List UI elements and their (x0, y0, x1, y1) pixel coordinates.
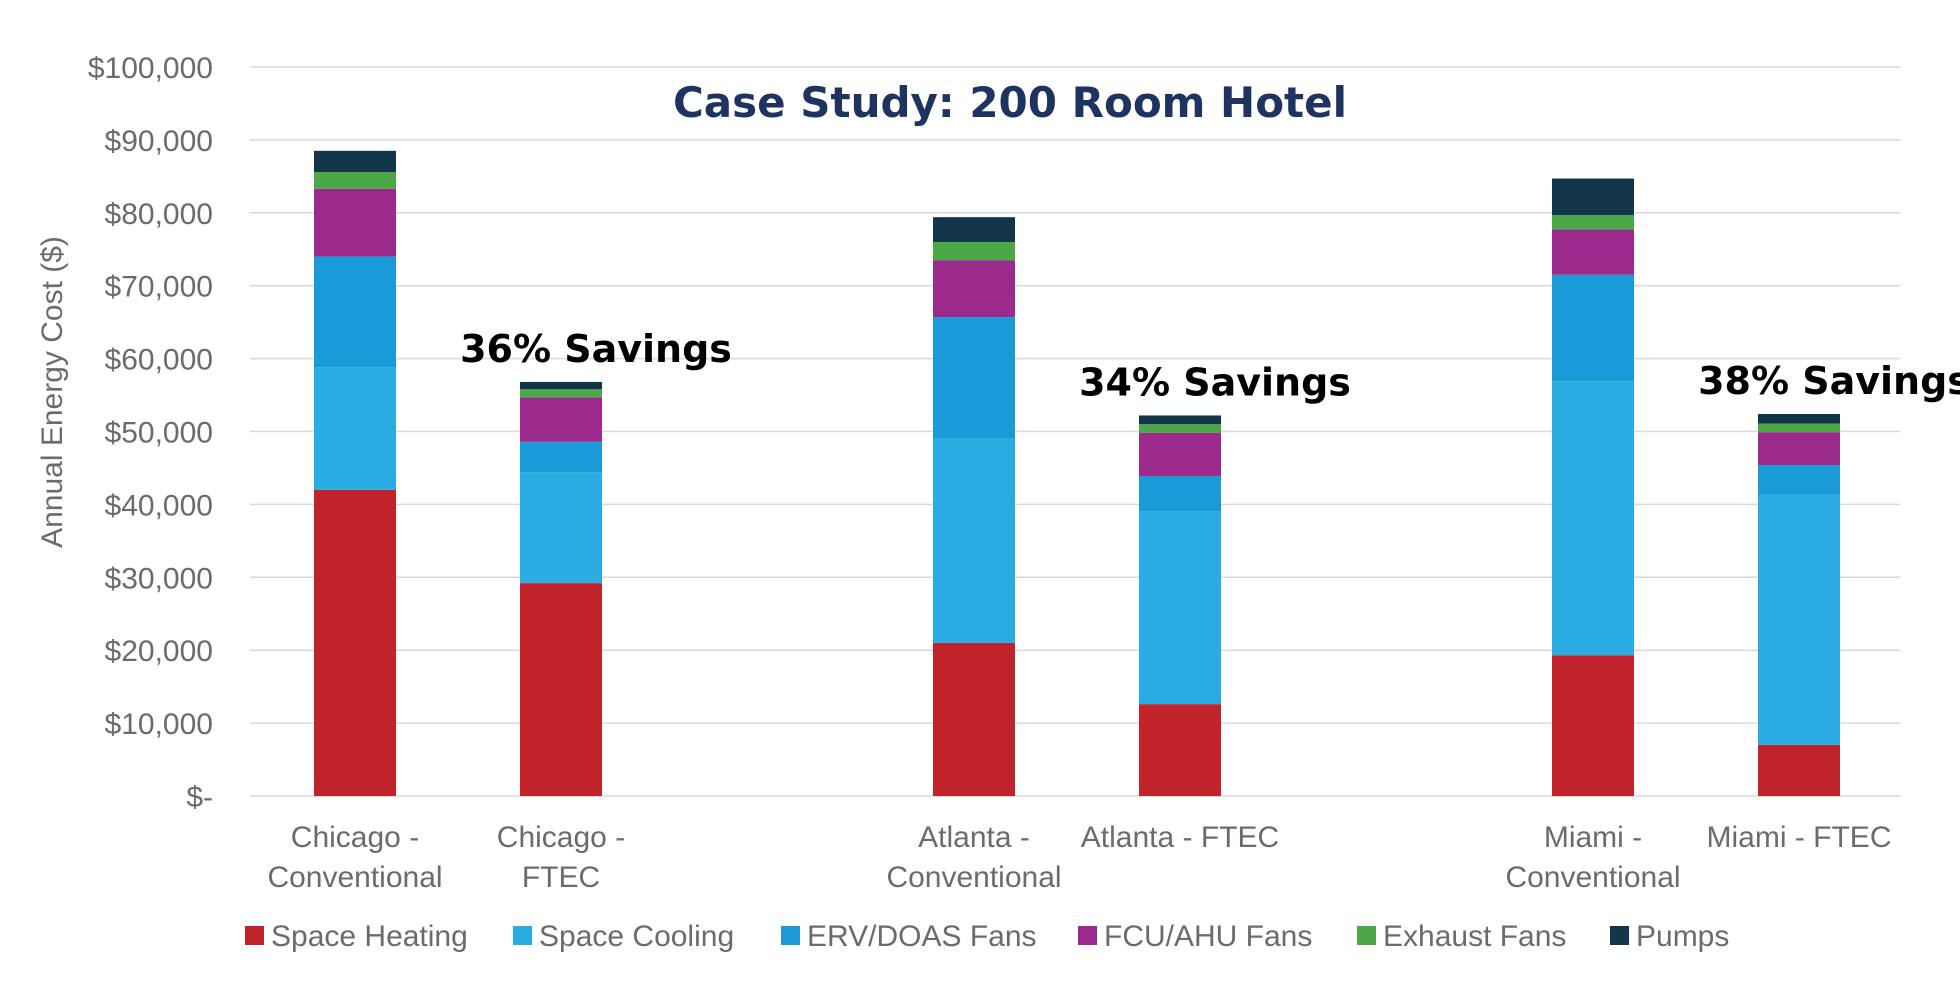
bar-segment-pumps (1552, 178, 1634, 215)
y-tick-label: $70,000 (105, 271, 213, 304)
bar-segment-fcu-ahu-fans (1139, 432, 1221, 476)
savings-annotation: 38% Savings (1698, 359, 1960, 403)
bar-stack (1552, 178, 1634, 796)
bar-segment-pumps (1758, 414, 1840, 424)
bar-segment-space-cooling (314, 367, 396, 490)
bar-segment-erv-doas-fans (933, 317, 1015, 439)
gridlines (250, 66, 1900, 797)
legend-swatch (781, 926, 800, 945)
bar-stack (520, 381, 602, 796)
bar-segment-erv-doas-fans (1552, 274, 1634, 382)
bar-segment-exhaust-fans (520, 389, 602, 398)
y-axis-label: Annual Energy Cost ($) (36, 236, 69, 548)
bar-segment-fcu-ahu-fans (314, 188, 396, 257)
chart-title: Case Study: 200 Room Hotel (673, 78, 1347, 127)
y-tick-label: $50,000 (105, 417, 213, 450)
bar-segment-pumps (1139, 415, 1221, 425)
savings-annotation: 36% Savings (460, 327, 732, 371)
x-category-line: Conventional (267, 861, 442, 894)
bar-segment-erv-doas-fans (1139, 475, 1221, 512)
bar-segment-pumps (520, 381, 602, 390)
bar-segment-space-cooling (933, 438, 1015, 643)
legend-swatch (1357, 926, 1376, 945)
bar-segment-space-heating (1552, 655, 1634, 796)
bar-segment-fcu-ahu-fans (1758, 432, 1840, 466)
bar-segment-erv-doas-fans (1758, 465, 1840, 495)
y-tick-label: $60,000 (105, 344, 213, 377)
y-tick-label: $20,000 (105, 635, 213, 668)
bar-stack (933, 217, 1015, 796)
y-tick-label: $80,000 (105, 198, 213, 231)
bar-segment-space-heating (933, 642, 1015, 796)
x-category-label: Chicago - FTEC (497, 821, 625, 894)
bar-segment-pumps (933, 217, 1015, 242)
x-category-label: Miami - Conventional (1505, 821, 1680, 894)
bar-segment-space-cooling (520, 472, 602, 584)
bar-segment-space-heating (520, 583, 602, 796)
bar-segment-exhaust-fans (1758, 423, 1840, 433)
x-category-line: Conventional (886, 861, 1061, 894)
bar-segment-erv-doas-fans (520, 441, 602, 473)
legend-item: ERV/DOAS Fans (781, 920, 1037, 953)
bar-segment-space-cooling (1758, 494, 1840, 745)
x-category-line: FTEC (522, 861, 600, 894)
bar-segment-exhaust-fans (933, 241, 1015, 261)
legend-label: Space Cooling (539, 920, 734, 953)
bars (314, 150, 1840, 796)
legend-item: Exhaust Fans (1357, 920, 1566, 953)
x-category-line: Conventional (1505, 861, 1680, 894)
bar-segment-erv-doas-fans (314, 256, 396, 368)
bar-segment-fcu-ahu-fans (520, 397, 602, 442)
savings-annotations: 36% Savings 34% Savings 38% Savings (460, 327, 1960, 405)
legend-item: Space Heating (245, 920, 468, 953)
bar-segment-fcu-ahu-fans (933, 260, 1015, 318)
x-category-label: Chicago - Conventional (267, 821, 442, 894)
legend-swatch (245, 926, 264, 945)
x-axis-categories: Chicago - Conventional Chicago - FTEC Atlant… (267, 821, 1891, 894)
bar-stack (314, 150, 396, 796)
legend-item: FCU/AHU Fans (1078, 920, 1312, 953)
legend-item: Space Cooling (513, 920, 734, 953)
x-category-line: Miami - FTEC (1707, 821, 1892, 854)
legend-label: Exhaust Fans (1383, 920, 1566, 953)
x-category-line: Atlanta - FTEC (1081, 821, 1279, 854)
y-tick-label: $40,000 (105, 489, 213, 522)
y-tick-label: $100,000 (88, 52, 213, 85)
y-tick-label: $30,000 (105, 562, 213, 595)
y-tick-label: $10,000 (105, 708, 213, 741)
legend-swatch (513, 926, 532, 945)
x-category-line: Chicago - (497, 821, 625, 854)
y-tick-label: $90,000 (105, 125, 213, 158)
x-category-label: Atlanta - Conventional (886, 821, 1061, 894)
legend-label: FCU/AHU Fans (1104, 920, 1312, 953)
bar-stack (1758, 414, 1840, 796)
legend-swatch (1610, 926, 1629, 945)
legend-item: Pumps (1610, 920, 1729, 953)
savings-annotation: 34% Savings (1079, 360, 1351, 404)
legend-label: ERV/DOAS Fans (807, 920, 1037, 953)
y-axis-ticks: $- $10,000 $20,000 $30,000 $40,000 $50,000 $60… (88, 52, 213, 814)
bar-segment-space-heating (1139, 704, 1221, 796)
x-category-line: Atlanta - (918, 821, 1030, 854)
bar-segment-space-cooling (1552, 381, 1634, 656)
bar-segment-exhaust-fans (314, 171, 396, 189)
bar-segment-fcu-ahu-fans (1552, 229, 1634, 275)
legend-label: Pumps (1636, 920, 1729, 953)
x-category-line: Chicago - (291, 821, 419, 854)
legend-swatch (1078, 926, 1097, 945)
x-category-label: Miami - FTEC (1707, 821, 1892, 854)
bar-stack (1139, 415, 1221, 796)
bar-segment-pumps (314, 150, 396, 172)
bar-segment-space-heating (314, 489, 396, 796)
y-tick-label: $- (186, 781, 213, 814)
bar-segment-space-cooling (1139, 511, 1221, 705)
legend: Space Heating Space Cooling ERV/DOAS Fans F… (245, 920, 1729, 953)
bar-segment-exhaust-fans (1552, 214, 1634, 230)
bar-segment-space-heating (1758, 744, 1840, 796)
bar-segment-exhaust-fans (1139, 424, 1221, 433)
legend-label: Space Heating (271, 920, 468, 953)
x-category-line: Miami - (1544, 821, 1642, 854)
x-category-label: Atlanta - FTEC (1081, 821, 1279, 854)
